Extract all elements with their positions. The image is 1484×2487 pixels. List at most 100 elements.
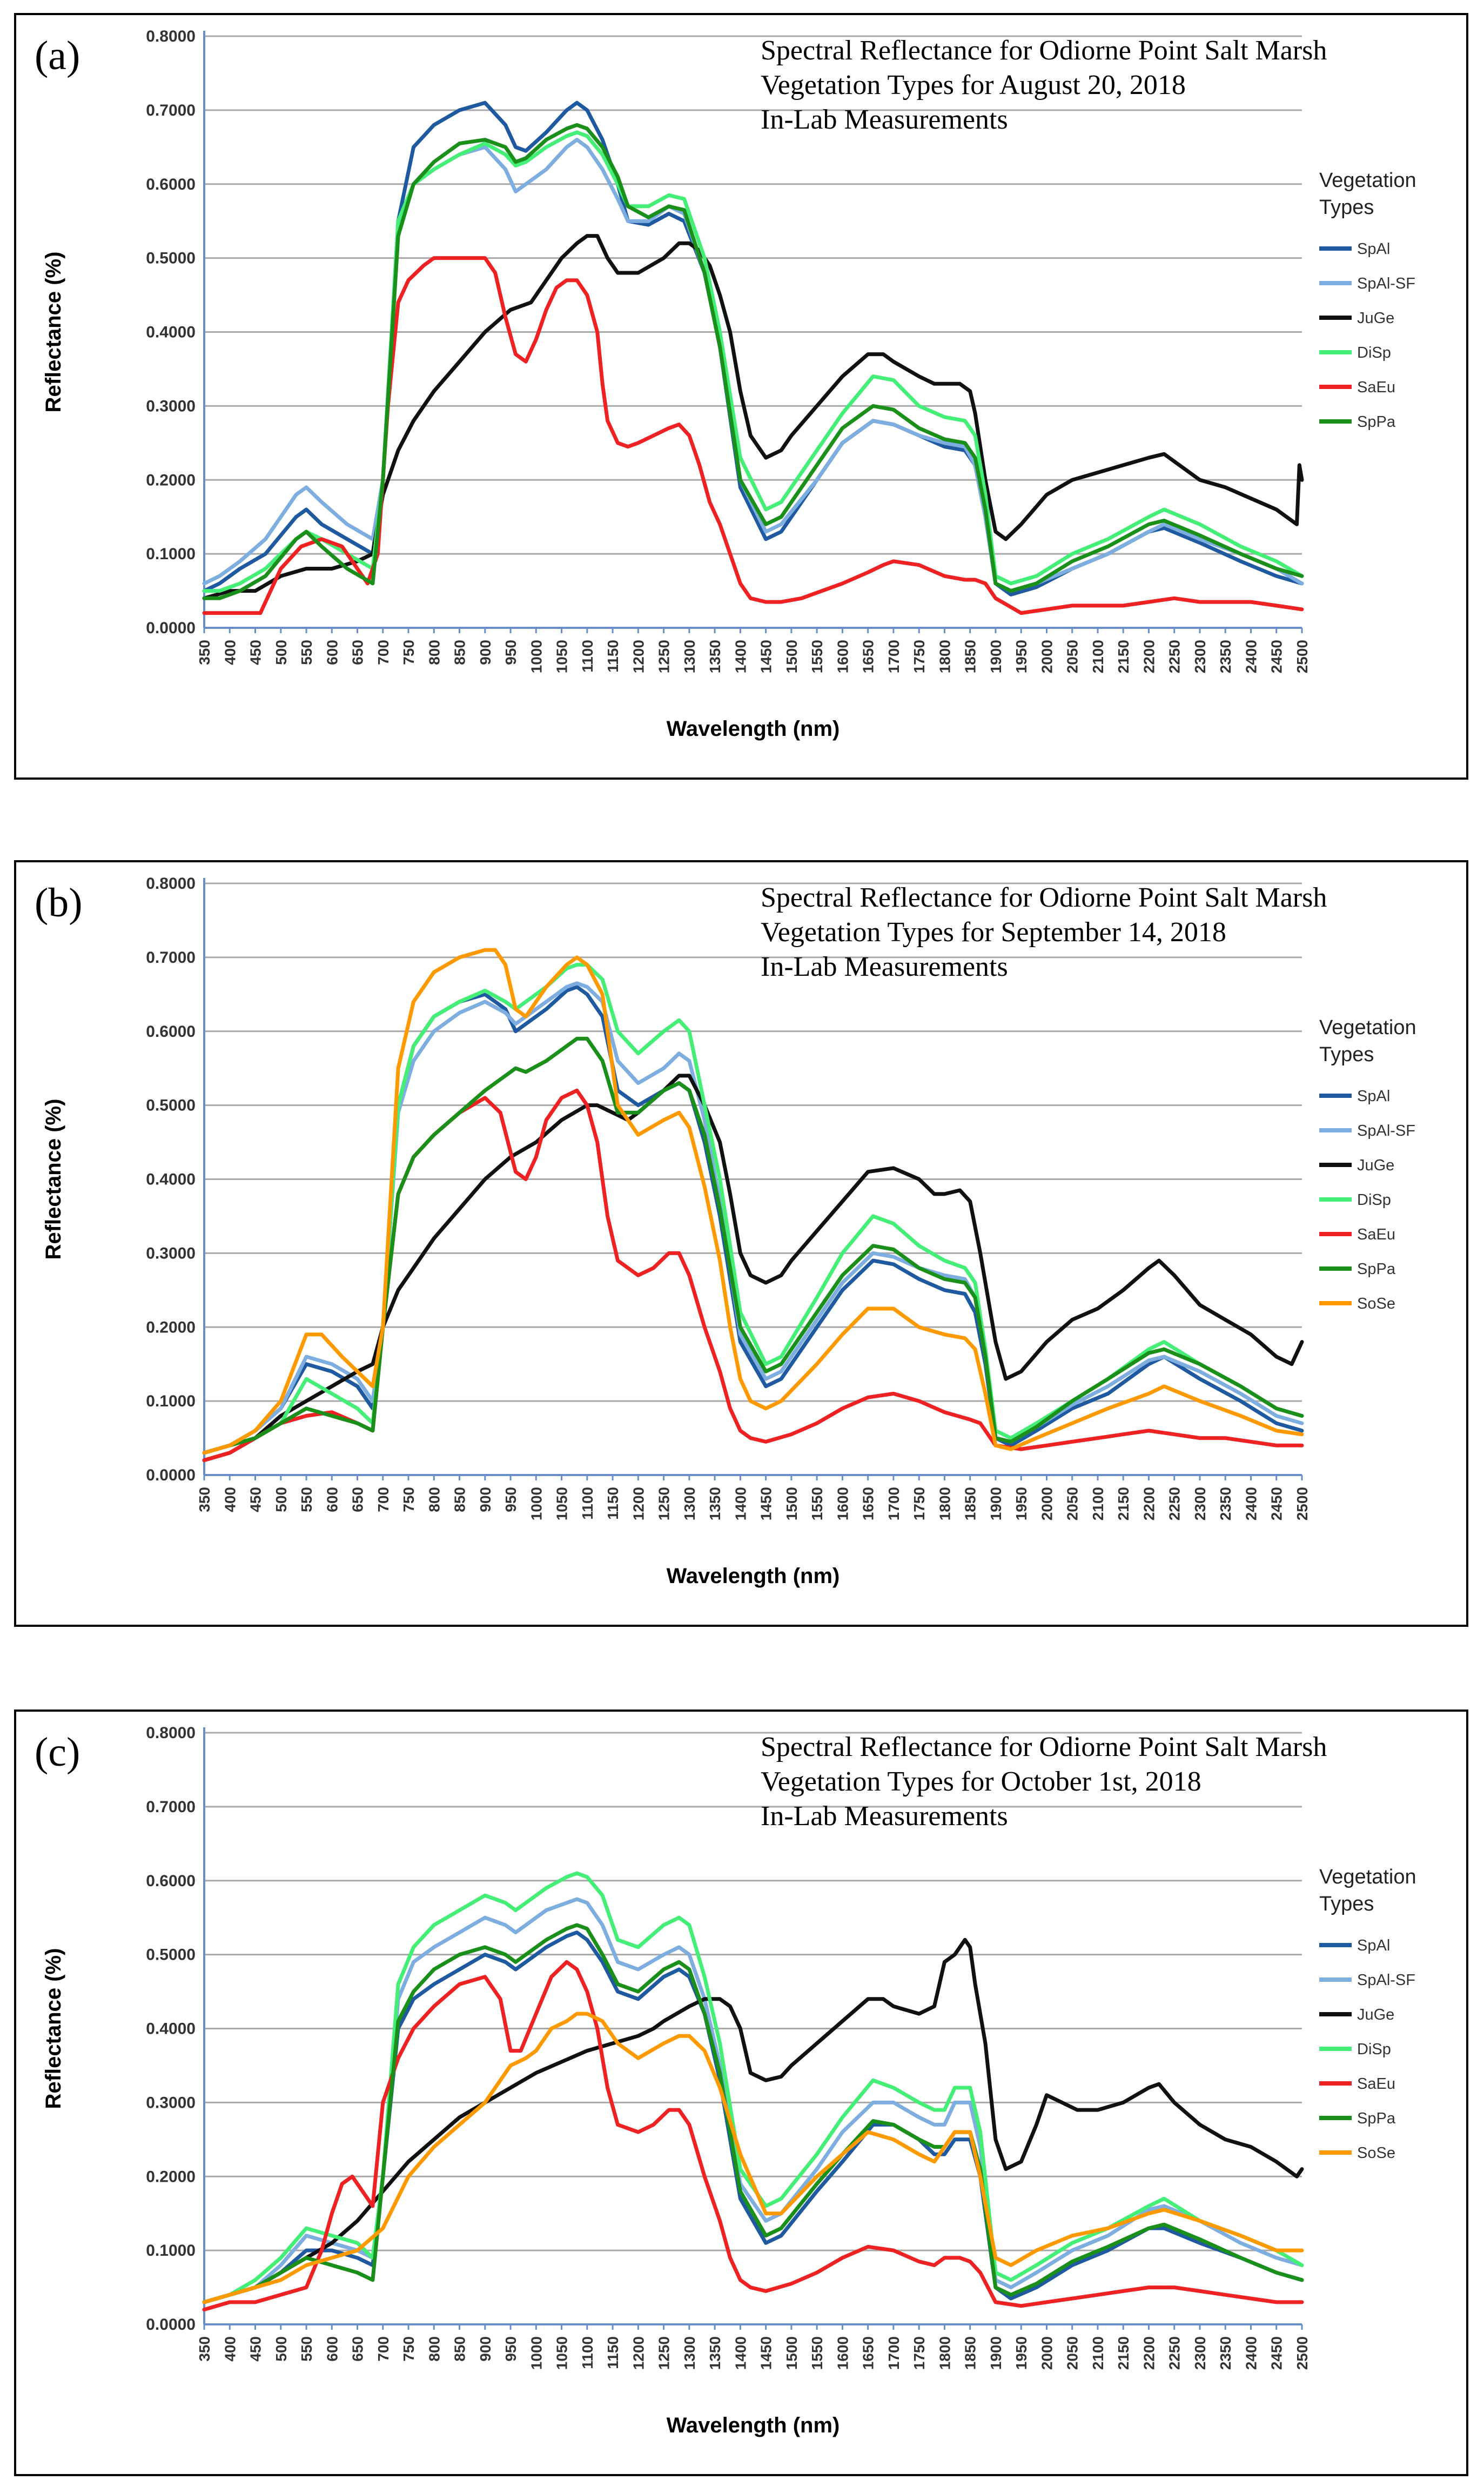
legend-label: DiSp [1357, 2041, 1391, 2058]
panel-label: (a) [35, 33, 80, 78]
series-line-saeu [202, 1960, 1304, 2312]
x-tick-label: 750 [400, 1487, 417, 1512]
x-tick-label: 550 [298, 640, 315, 665]
x-tick-label: 1700 [885, 1487, 902, 1520]
x-tick-label: 450 [247, 2336, 264, 2362]
x-tick-label: 1600 [834, 1487, 851, 1520]
x-tick-label: 900 [477, 2336, 494, 2362]
series-line-sose [202, 2012, 1304, 2304]
x-tick-label: 1100 [579, 2336, 596, 2369]
x-tick-label: 1150 [605, 1487, 621, 1520]
x-tick-label: 2050 [1064, 2336, 1081, 2370]
y-tick-label: 0.7000 [146, 949, 196, 967]
y-tick-label: 0.0000 [146, 1466, 196, 1484]
series-line-disp [202, 130, 1304, 593]
x-tick-label: 600 [324, 1487, 340, 1512]
x-tick-label: 1800 [936, 2336, 953, 2370]
x-tick-label: 1150 [605, 2336, 621, 2369]
x-tick-label: 650 [350, 2336, 366, 2362]
x-tick-label: 1800 [936, 1487, 953, 1520]
chart-panel-c: 0.0000 0.1000 0.2000 0.3000 0.4000 0.5000 0.60… [14, 1710, 1468, 2476]
chart-title-line: Vegetation Types for August 20, 2018 [761, 70, 1186, 100]
y-tick-label: 0.4000 [146, 1171, 196, 1189]
x-tick-label: 700 [375, 2336, 392, 2362]
y-tick-label: 0.1000 [146, 1392, 196, 1410]
x-tick-label: 1650 [860, 2336, 877, 2370]
legend-label: SoSe [1357, 2144, 1395, 2162]
x-tick-label: 900 [477, 640, 494, 665]
series-line-disp [202, 963, 1304, 1455]
series-line-spal [202, 1930, 1304, 2304]
x-tick-label: 600 [324, 2336, 340, 2362]
x-tick-label: 2500 [1294, 640, 1311, 673]
y-tick-label: 0.7000 [146, 1798, 196, 1816]
x-tick-label: 1900 [988, 2336, 1004, 2370]
legend-title: Types [1319, 1893, 1374, 1915]
x-tick-label: 1300 [681, 2336, 698, 2370]
x-tick-label: 750 [400, 2336, 417, 2362]
x-tick-label: 1750 [911, 1487, 928, 1520]
x-tick-label: 1850 [962, 1487, 979, 1520]
y-tick-label: 0.5000 [146, 1097, 196, 1115]
legend-label: SpAl-SF [1357, 1972, 1415, 1989]
x-tick-label: 500 [273, 640, 290, 665]
x-tick-label: 2050 [1064, 1487, 1081, 1520]
legend-title: Vegetation [1319, 1866, 1416, 1888]
x-tick-label: 1200 [630, 2336, 647, 2370]
y-tick-label: 0.5000 [146, 1946, 196, 1964]
y-tick-label: 0.1000 [146, 545, 196, 563]
x-tick-label: 550 [298, 2336, 315, 2362]
chart-title-line: In-Lab Measurements [761, 1801, 1008, 1832]
x-tick-label: 800 [426, 640, 442, 665]
legend-label: SpPa [1357, 413, 1396, 431]
legend-label: SaEu [1357, 379, 1395, 396]
y-tick-label: 0.3000 [146, 397, 196, 415]
x-tick-label: 1950 [1013, 640, 1030, 673]
x-tick-label: 1500 [783, 1487, 800, 1520]
x-tick-label: 1350 [707, 2336, 723, 2370]
y-tick-label: 0.2000 [146, 2168, 196, 2186]
x-tick-label: 1650 [860, 1487, 877, 1520]
x-tick-label: 2450 [1268, 1487, 1285, 1520]
x-tick-label: 1500 [783, 2336, 800, 2370]
x-tick-label: 1050 [554, 1487, 570, 1520]
x-tick-label: 1400 [732, 2336, 749, 2370]
series-line-disp [202, 1871, 1304, 2304]
y-tick-label: 0.0000 [146, 2316, 196, 2334]
x-tick-label: 850 [452, 2336, 468, 2362]
x-tick-label: 850 [452, 640, 468, 665]
x-tick-label: 500 [273, 2336, 290, 2362]
x-tick-label: 1900 [988, 640, 1004, 673]
x-tick-label: 1950 [1013, 1487, 1030, 1520]
series-line-sppa [202, 1923, 1304, 2304]
chart-title-line: Vegetation Types for October 1st, 2018 [761, 1766, 1201, 1797]
series-line-saeu [202, 256, 1304, 615]
x-tick-label: 1150 [605, 640, 621, 673]
x-tick-label: 2050 [1064, 640, 1081, 673]
x-tick-label: 1550 [809, 640, 825, 673]
y-tick-label: 0.2000 [146, 1318, 196, 1336]
legend-label: SpAl [1357, 240, 1390, 258]
legend-label: DiSp [1357, 344, 1391, 361]
legend-label: SpPa [1357, 1261, 1396, 1278]
x-tick-label: 400 [221, 2336, 238, 2362]
y-tick-label: 0.1000 [146, 2242, 196, 2260]
x-tick-label: 2250 [1166, 640, 1183, 673]
x-tick-label: 2500 [1294, 2336, 1311, 2370]
y-tick-label: 0.4000 [146, 2020, 196, 2038]
y-tick-label: 0.3000 [146, 1244, 196, 1262]
x-tick-label: 2400 [1243, 1487, 1259, 1520]
x-tick-label: 2200 [1140, 640, 1157, 673]
chart-title-line: Vegetation Types for September 14, 2018 [761, 917, 1226, 948]
x-tick-label: 350 [196, 2336, 213, 2362]
x-tick-label: 2350 [1217, 640, 1234, 673]
series-line-juge [202, 234, 1304, 600]
line-chart: 0.0000 0.1000 0.2000 0.3000 0.4000 0.5000 0.60… [35, 875, 1416, 1588]
x-tick-label: 1350 [707, 640, 723, 673]
legend-label: SaEu [1357, 1226, 1395, 1243]
chart-title-line: Spectral Reflectance for Odiorne Point S… [761, 35, 1327, 66]
y-tick-label: 0.6000 [146, 176, 196, 193]
x-tick-label: 900 [477, 1487, 494, 1512]
x-tick-label: 2000 [1038, 1487, 1055, 1520]
x-tick-label: 650 [350, 640, 366, 665]
